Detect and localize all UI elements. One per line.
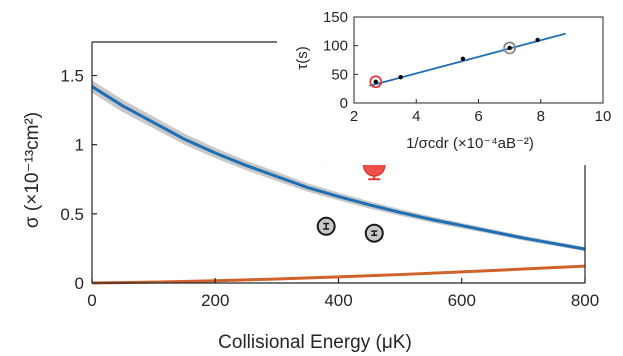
x-tick-label: 800 [571,291,599,310]
highlight-ring [503,41,517,55]
x-tick-label: 0 [87,291,96,310]
inset-y-tick-label: 0 [340,95,348,112]
inset-x-tick-label: 10 [595,108,612,125]
y-tick-label: 0.5 [60,205,84,224]
inset-xlabel: 1/σcdr (×10⁻⁴aB⁻²) [406,135,534,152]
inset-x-tick-label: 6 [474,108,482,125]
inset-ylabel: τ(s) [294,46,311,69]
inset-point [535,37,540,43]
y-tick-label: 1 [75,136,84,155]
inset-x-tick-label: 8 [537,108,545,125]
inset-y-tick-label: 50 [331,66,348,83]
main-ylabel: σ (×10⁻¹³cm²) [22,112,43,228]
inset-background [277,0,623,165]
inset-y-tick-label: 100 [323,38,348,55]
inset-point [507,45,512,51]
x-tick-label: 600 [448,291,476,310]
y-tick-label: 0 [75,274,84,293]
inset-point [398,75,403,80]
inset-y-tick-label: 150 [323,9,348,26]
inset-point [460,56,466,62]
main-xlabel: Collisional Energy (μK) [218,332,412,353]
x-tick-label: 200 [201,291,229,310]
x-tick-label: 400 [324,291,352,310]
inset-point [373,79,378,84]
highlight-ring [369,75,383,89]
y-tick-label: 1.5 [60,67,84,86]
series-line-1 [91,264,586,285]
inset-x-tick-label: 2 [350,108,358,125]
inset-x-tick-label: 4 [412,108,420,125]
main-axes: 0 200 400 600 800 0 0.5 1 1.5 [60,41,599,310]
main-lines-layer [91,85,586,285]
inset-marks-layer [369,32,566,89]
series-line-0 [91,85,586,251]
